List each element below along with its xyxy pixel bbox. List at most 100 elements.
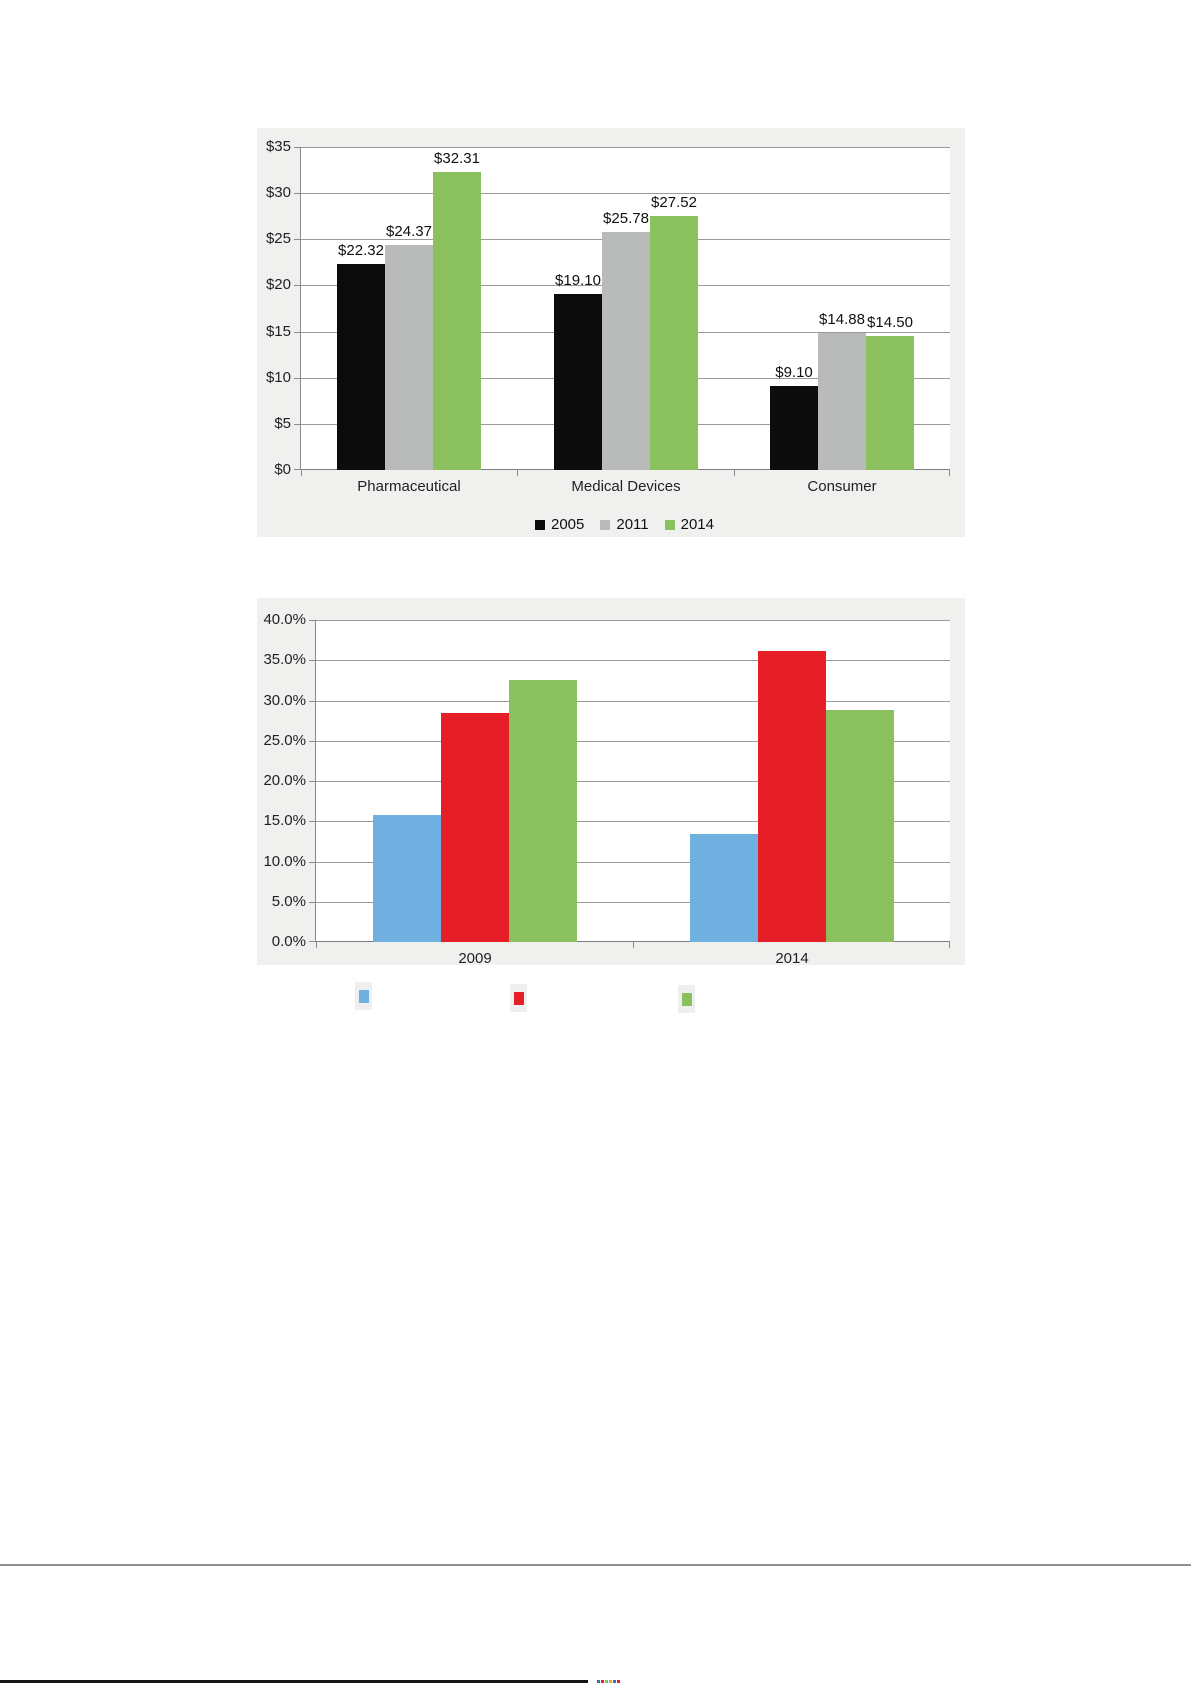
x-axis-tick <box>316 942 317 948</box>
footer-divider <box>0 1564 1191 1566</box>
y-axis-label: $15 <box>265 323 291 340</box>
bar <box>373 815 441 942</box>
x-axis-tick <box>949 942 950 948</box>
y-axis-label: 5.0% <box>271 893 306 910</box>
x-axis-tick <box>301 470 302 476</box>
gridline <box>316 821 950 822</box>
bottom-cutoff-bar <box>0 1680 588 1683</box>
y-axis-tick <box>309 781 315 782</box>
legend-swatch-icon <box>534 519 545 530</box>
y-axis-tick <box>309 941 315 942</box>
gridline <box>316 660 950 661</box>
y-axis-label: 15.0% <box>263 812 306 829</box>
y-axis-tick <box>309 741 315 742</box>
bar <box>826 710 894 942</box>
x-axis-tick <box>517 470 518 476</box>
y-axis-label: $0 <box>274 461 291 478</box>
legend-chip-blue <box>355 982 372 1010</box>
x-axis-tick <box>633 942 634 948</box>
y-axis-label: 30.0% <box>263 692 306 709</box>
legend-chip-green <box>678 985 695 1013</box>
bar-value-label: $24.37 <box>386 223 432 240</box>
bar <box>866 336 914 470</box>
gridline <box>301 193 950 194</box>
x-axis-tick <box>949 470 950 476</box>
x-axis-tick <box>734 470 735 476</box>
bar-value-label: $19.10 <box>555 272 601 289</box>
bottom-cutoff-dashes <box>597 1680 620 1683</box>
category-label: Consumer <box>807 478 877 495</box>
y-axis-label: $25 <box>265 230 291 247</box>
y-axis-tick <box>294 469 300 470</box>
red-series-swatch-icon <box>513 991 524 1005</box>
cutoff-dash <box>597 1680 600 1683</box>
y-axis-tick <box>294 193 300 194</box>
y-axis-label: 20.0% <box>263 772 306 789</box>
bar-value-label: $27.52 <box>651 194 697 211</box>
green-series-swatch-icon <box>681 992 692 1006</box>
category-label: Pharmaceutical <box>357 478 461 495</box>
y-axis-label: 40.0% <box>263 611 306 628</box>
gridline <box>316 781 950 782</box>
bar <box>441 713 509 942</box>
y-axis-label: $5 <box>274 415 291 432</box>
cutoff-dash <box>613 1680 616 1683</box>
y-axis-label: 25.0% <box>263 732 306 749</box>
gridline <box>316 701 950 702</box>
top-chart-plot-area: $35 $30 $25 $20 $15 $10 $5 $0 $22.32 $24.37 $32.31… <box>266 139 950 495</box>
legend-swatch-icon <box>600 519 611 530</box>
y-axis-label: $30 <box>265 184 291 201</box>
y-axis-label: 35.0% <box>263 651 306 668</box>
y-axis-tick <box>309 862 315 863</box>
y-axis-tick <box>294 147 300 148</box>
bar <box>770 386 818 470</box>
legend-label: 2014 <box>680 516 714 533</box>
legend-item: 2005 <box>534 516 585 533</box>
bar <box>602 232 650 470</box>
legend-item: 2014 <box>664 516 714 533</box>
y-axis-tick <box>309 821 315 822</box>
y-axis-tick <box>309 701 315 702</box>
bar <box>690 834 758 942</box>
gridline <box>316 941 950 942</box>
y-axis-tick <box>294 424 300 425</box>
cutoff-dash <box>617 1680 620 1683</box>
y-axis-label: 10.0% <box>263 853 306 870</box>
y-axis-tick <box>309 902 315 903</box>
bar-value-label: $14.88 <box>819 311 865 328</box>
y-axis-tick <box>294 378 300 379</box>
y-axis-tick <box>294 285 300 286</box>
category-label: Medical Devices <box>571 478 681 495</box>
legend-chip-red <box>510 984 527 1012</box>
y-axis-label: $35 <box>265 138 291 155</box>
y-axis-tick <box>309 660 315 661</box>
gridline <box>316 902 950 903</box>
y-axis-label: $20 <box>265 276 291 293</box>
bar <box>758 651 826 942</box>
bar <box>509 680 577 942</box>
legend-item: 2011 <box>600 516 649 533</box>
bottom-chart-panel: 40.0% 35.0% 30.0% 25.0% 20.0% 15.0% 10.0% 5.0% 0… <box>257 598 965 967</box>
cutoff-dash <box>601 1680 604 1683</box>
bar <box>650 216 698 470</box>
gridline <box>316 862 950 863</box>
cutoff-dash <box>605 1680 608 1683</box>
y-axis-label: 0.0% <box>271 933 306 950</box>
bottom-chart-plot-area: 40.0% 35.0% 30.0% 25.0% 20.0% 15.0% 10.0% 5.0% 0… <box>263 612 950 967</box>
bar-value-label: $14.50 <box>867 314 913 331</box>
cutoff-dash <box>609 1680 612 1683</box>
y-axis-tick <box>309 620 315 621</box>
category-label: 2014 <box>775 950 809 967</box>
top-chart-legend: 2005 2011 2014 <box>300 516 949 533</box>
bar <box>818 333 866 470</box>
top-chart-panel: $35 $30 $25 $20 $15 $10 $5 $0 $22.32 $24.37 $32.31… <box>257 128 965 537</box>
legend-label: 2005 <box>550 516 585 533</box>
legend-label: 2011 <box>616 516 649 533</box>
y-axis-tick <box>294 332 300 333</box>
bar <box>554 294 602 470</box>
category-label: 2009 <box>458 950 492 967</box>
bar-value-label: $9.10 <box>775 364 813 381</box>
blue-series-swatch-icon <box>358 989 369 1003</box>
gridline <box>301 147 950 148</box>
legend-swatch-icon <box>664 519 675 530</box>
